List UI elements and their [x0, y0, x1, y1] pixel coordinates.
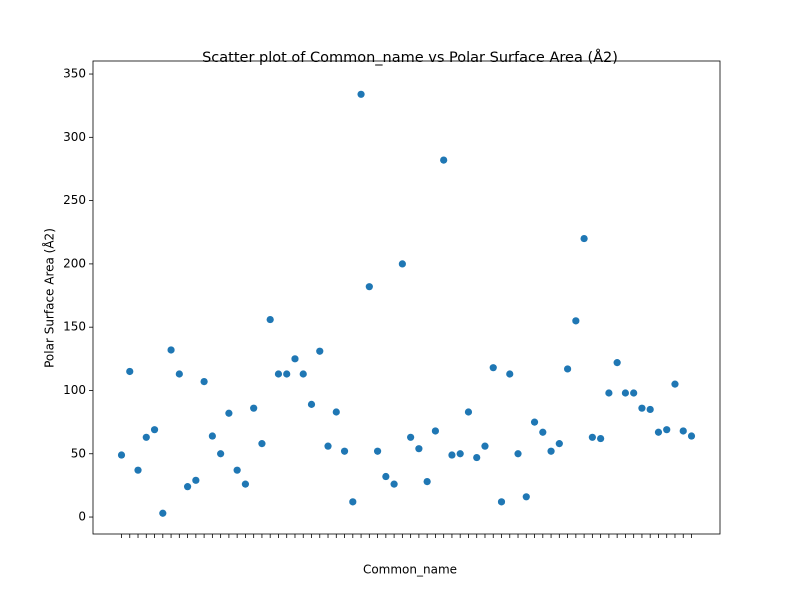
point: [448, 451, 456, 459]
point: [613, 359, 621, 367]
point: [390, 480, 398, 488]
point: [671, 380, 679, 388]
point: [580, 234, 588, 243]
point: [291, 355, 299, 363]
point: [464, 408, 473, 416]
y-tick-label: 200: [63, 256, 86, 270]
point: [547, 447, 555, 455]
y-tick-label: 100: [63, 383, 86, 397]
point: [621, 389, 630, 397]
y-tick-label: 50: [71, 446, 86, 460]
point: [324, 442, 332, 450]
point: [200, 378, 208, 386]
point: [365, 283, 373, 291]
point: [456, 450, 464, 458]
point: [175, 370, 183, 378]
point: [134, 466, 142, 474]
point: [489, 364, 497, 372]
point: [283, 370, 291, 378]
point: [597, 434, 605, 443]
point: [646, 405, 654, 414]
point: [481, 442, 489, 450]
point: [630, 389, 638, 397]
point: [663, 426, 671, 434]
y-tick-label: 0: [78, 510, 86, 524]
x-axis-label: Common_name: [363, 563, 457, 577]
point: [605, 389, 613, 397]
point: [357, 90, 365, 98]
point: [423, 477, 431, 486]
point: [349, 498, 357, 506]
point: [299, 370, 307, 378]
point: [654, 428, 663, 436]
y-tick-label: 250: [63, 193, 86, 207]
point: [415, 445, 423, 453]
point: [530, 418, 539, 426]
point: [225, 409, 233, 417]
point: [126, 367, 134, 376]
point: [572, 317, 580, 325]
point: [382, 472, 390, 481]
point: [307, 400, 316, 408]
point: [241, 480, 250, 488]
point: [332, 408, 340, 416]
chart-title: Scatter plot of Common_name vs Polar Sur…: [202, 49, 618, 66]
point: [183, 483, 192, 491]
point: [150, 426, 159, 434]
point: [340, 447, 349, 455]
point: [687, 432, 696, 440]
point: [167, 346, 175, 354]
y-tick-label: 300: [63, 130, 86, 144]
y-tick-label: 150: [63, 320, 86, 334]
point: [217, 450, 225, 458]
point: [555, 440, 563, 448]
point: [407, 433, 415, 441]
point: [266, 315, 274, 324]
point: [638, 404, 646, 412]
point: [233, 466, 241, 474]
point: [440, 156, 448, 164]
point: [142, 433, 150, 441]
plot-frame: [92, 60, 721, 535]
point: [373, 447, 382, 455]
point: [514, 450, 522, 458]
point: [539, 428, 547, 436]
point: [431, 427, 440, 435]
point: [274, 370, 283, 378]
y-tick-label: 350: [63, 67, 86, 81]
point: [497, 498, 506, 506]
point: [258, 440, 266, 448]
y-axis-label: Polar Surface Area (Å2): [42, 228, 57, 368]
point: [316, 347, 324, 355]
point: [192, 476, 200, 484]
point: [506, 370, 514, 378]
point: [563, 365, 572, 373]
point: [117, 451, 126, 459]
point: [250, 404, 258, 412]
point: [679, 427, 687, 435]
point: [588, 433, 596, 441]
point: [208, 432, 216, 440]
point: [159, 509, 167, 517]
point: [473, 453, 481, 462]
point: [398, 260, 406, 268]
point: [522, 493, 530, 501]
